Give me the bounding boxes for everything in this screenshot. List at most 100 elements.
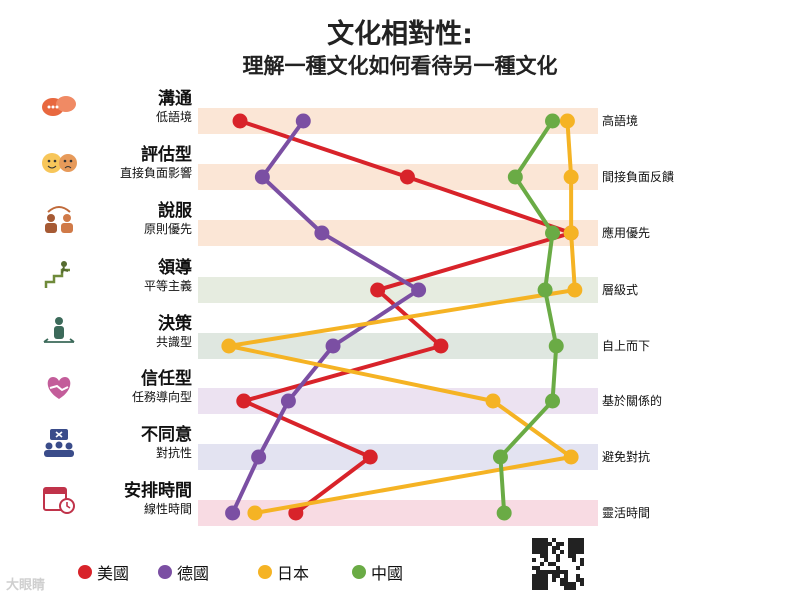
qr-module [564,578,568,582]
legend-label: 中國 [371,564,404,583]
qr-module [540,562,544,566]
person-arrows-icon [40,316,78,346]
legend-swatch [158,565,172,579]
qr-module [580,538,584,542]
low-pole-label: 平等主義 [143,279,192,293]
legend-item: 美國 [78,560,129,584]
qr-module [580,558,584,562]
data-point [545,113,561,129]
qr-module [540,538,544,542]
qr-code[interactable] [532,538,584,590]
people-exchange-icon [40,204,78,234]
data-point [411,282,427,298]
qr-module [552,546,556,550]
data-point [362,449,378,465]
qr-module [556,566,560,570]
series-中國 [492,113,564,521]
qr-module [536,578,540,582]
qr-module [540,586,544,590]
qr-module [540,582,544,586]
qr-module [572,546,576,550]
watermark: 大眼睛 [6,578,46,593]
qr-module [556,542,560,546]
qr-module [568,550,572,554]
data-point [507,169,523,185]
dimension-name: 不同意 [141,425,192,445]
series-日本 [221,113,583,521]
qr-module [532,566,536,570]
qr-module [572,582,576,586]
qr-module [532,542,536,546]
qr-module [568,546,572,550]
qr-module [532,550,536,554]
qr-module [544,542,548,546]
stairs-climber-icon [40,260,78,290]
dimension-left-label: 不同意 對抗性 [141,425,192,461]
qr-module [556,558,560,562]
qr-module [536,542,540,546]
qr-module [540,550,544,554]
data-point [254,169,270,185]
data-point [433,338,449,354]
dimension-left-label: 評估型 直接負面影響 [120,145,192,181]
chat-bubbles-icon [40,92,78,122]
qr-module [572,550,576,554]
dimension-left-label: 信任型 任務導向型 [132,369,192,405]
qr-module [548,570,552,574]
qr-module [552,578,556,582]
data-point [559,113,575,129]
qr-module [564,582,568,586]
data-point [225,505,241,521]
dimension-left-label: 安排時間 線性時間 [124,481,192,517]
data-point [545,393,561,409]
qr-module [568,582,572,586]
qr-module [580,546,584,550]
qr-module [564,570,568,574]
dimension-name: 信任型 [141,369,192,389]
qr-module [560,550,564,554]
high-pole-label: 避免對抗 [602,450,651,464]
qr-module [540,554,544,558]
data-point [288,505,304,521]
low-pole-label: 線性時間 [143,502,192,516]
dimension-left-label: 說服 原則優先 [144,201,192,237]
qr-module [580,582,584,586]
qr-module [532,578,536,582]
qr-module [576,574,580,578]
qr-module [576,566,580,570]
calendar-clock-icon [40,484,78,514]
high-pole-label: 自上而下 [602,339,651,353]
qr-module [536,574,540,578]
qr-module [580,562,584,566]
qr-module [556,574,560,578]
data-point [485,393,501,409]
dimension-left-label: 溝通 低語境 [156,89,192,125]
qr-module [540,574,544,578]
qr-module [532,586,536,590]
dimension-name: 安排時間 [124,481,192,501]
qr-module [544,578,548,582]
qr-module [576,550,580,554]
qr-module [544,546,548,550]
data-point [314,225,330,241]
legend-item: 中國 [352,560,403,584]
qr-module [536,570,540,574]
qr-module [568,586,572,590]
qr-module [536,566,540,570]
legend-item: 日本 [258,560,309,584]
high-pole-label: 層級式 [602,283,639,297]
data-point [295,113,311,129]
qr-module [556,554,560,558]
qr-module [544,550,548,554]
qr-module [548,542,552,546]
qr-module [540,542,544,546]
series-line [498,119,559,514]
qr-module [560,570,564,574]
low-pole-label: 直接負面影響 [119,166,192,180]
band-row-3 [198,220,598,246]
data-point [399,169,415,185]
qr-module [544,554,548,558]
qr-module [552,562,556,566]
qr-module [580,542,584,546]
qr-module [540,570,544,574]
